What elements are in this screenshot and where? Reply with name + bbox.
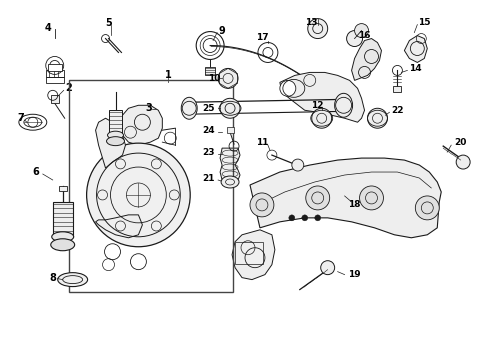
Bar [393,86,401,92]
Circle shape [292,159,304,171]
Text: 21: 21 [203,174,215,183]
Ellipse shape [181,97,197,119]
Text: 18: 18 [348,201,361,210]
Circle shape [346,31,363,46]
Polygon shape [352,39,382,80]
Circle shape [289,215,295,221]
Circle shape [302,215,308,221]
Circle shape [250,193,274,217]
Polygon shape [232,230,275,280]
Polygon shape [121,105,162,145]
Circle shape [456,155,470,169]
Bar [227,127,234,133]
Circle shape [220,98,240,118]
Bar [235,242,263,264]
Polygon shape [96,215,143,238]
Text: 10: 10 [208,74,220,83]
Text: 23: 23 [203,148,215,157]
Circle shape [312,108,332,128]
Text: 15: 15 [418,18,431,27]
Polygon shape [404,36,427,62]
Text: 20: 20 [454,138,466,147]
Text: 6: 6 [32,167,39,177]
Bar [205,67,215,75]
Circle shape [306,186,330,210]
Text: 9: 9 [219,26,225,36]
Text: 4: 4 [45,23,51,33]
Ellipse shape [335,93,353,117]
Text: 2: 2 [65,84,72,93]
Ellipse shape [51,239,74,251]
Text: 17: 17 [256,33,268,42]
Bar [59,186,67,191]
Text: 14: 14 [409,64,422,73]
Ellipse shape [52,232,74,242]
Circle shape [360,186,384,210]
Text: 3: 3 [145,103,152,113]
Circle shape [368,108,388,128]
Bar [108,110,122,135]
Circle shape [416,196,439,220]
Bar [51,95,59,103]
Text: 8: 8 [49,273,56,283]
Circle shape [355,24,368,37]
Text: 1: 1 [165,71,172,80]
Circle shape [87,143,190,247]
Text: 5: 5 [105,18,112,28]
Circle shape [315,215,321,221]
Polygon shape [250,158,441,238]
Bar [48,64,62,71]
Text: 11: 11 [256,138,268,147]
Text: 25: 25 [203,104,215,113]
Circle shape [280,80,296,96]
Bar [53,202,73,237]
Text: 22: 22 [392,106,404,115]
Circle shape [308,19,328,39]
Circle shape [218,68,238,88]
Bar [46,71,64,77]
Ellipse shape [58,273,88,287]
Bar [46,77,64,84]
Circle shape [321,261,335,275]
Text: 13: 13 [305,18,318,27]
Bar [69,80,233,292]
Ellipse shape [107,131,123,139]
Ellipse shape [221,176,239,188]
Polygon shape [96,118,125,168]
Text: 7: 7 [18,113,24,123]
Ellipse shape [106,137,124,146]
Text: 16: 16 [358,31,371,40]
Text: 24: 24 [202,126,215,135]
Text: 12: 12 [312,101,324,110]
Text: 19: 19 [347,270,360,279]
Polygon shape [220,148,240,180]
Polygon shape [280,72,365,122]
